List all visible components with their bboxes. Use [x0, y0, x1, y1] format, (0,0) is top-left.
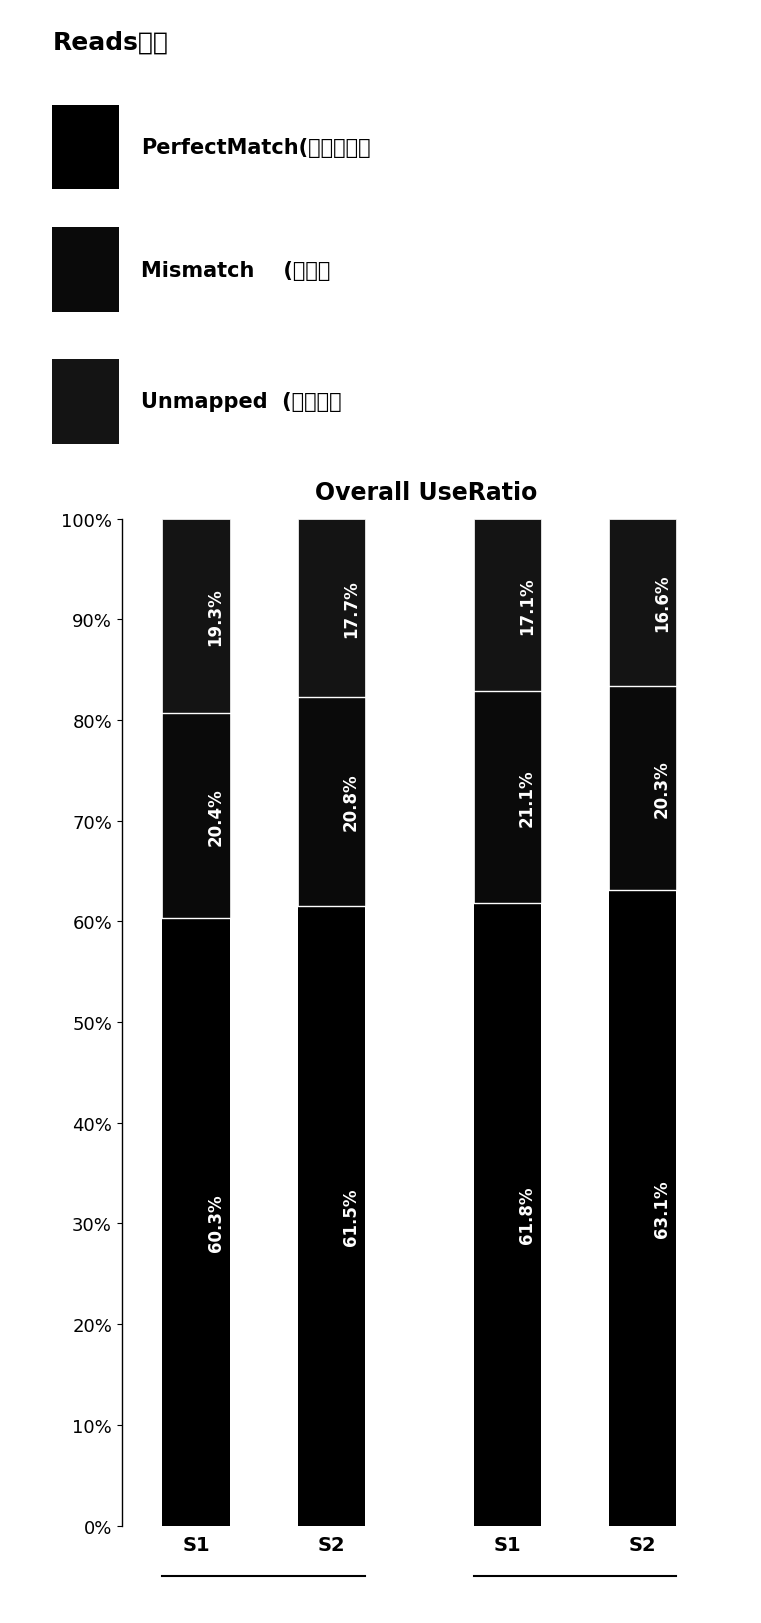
Text: 20.3%: 20.3%: [653, 760, 671, 818]
Bar: [609, 687, 677, 891]
Text: 61.5%: 61.5%: [342, 1188, 360, 1245]
Text: 20.4%: 20.4%: [206, 787, 224, 846]
Text: Reads类别: Reads类别: [53, 31, 168, 54]
Bar: [298, 519, 365, 698]
Text: 19.3%: 19.3%: [206, 588, 224, 646]
Bar: [53, 360, 119, 445]
Bar: [609, 891, 677, 1526]
Bar: [162, 714, 230, 919]
Bar: [53, 105, 119, 190]
Text: 17.7%: 17.7%: [342, 579, 360, 638]
Bar: [162, 519, 230, 714]
Text: 21.1%: 21.1%: [517, 769, 536, 826]
Bar: [298, 907, 365, 1526]
Bar: [298, 698, 365, 907]
Bar: [473, 904, 541, 1526]
Bar: [473, 519, 541, 691]
Bar: [53, 227, 119, 313]
Text: Unmapped  (未匹配）: Unmapped (未匹配）: [141, 393, 342, 412]
Text: Mismatch    (错配）: Mismatch (错配）: [141, 260, 330, 281]
Text: 16.6%: 16.6%: [653, 575, 671, 631]
Bar: [162, 919, 230, 1526]
Text: 61.8%: 61.8%: [517, 1186, 536, 1243]
Title: Overall UseRatio: Overall UseRatio: [315, 480, 537, 505]
Bar: [473, 691, 541, 904]
Text: 20.8%: 20.8%: [342, 773, 360, 831]
Text: 60.3%: 60.3%: [206, 1193, 224, 1251]
Text: 63.1%: 63.1%: [653, 1180, 671, 1237]
Text: 17.1%: 17.1%: [517, 576, 536, 635]
Text: PerfectMatch(完美匹配）: PerfectMatch(完美匹配）: [141, 138, 371, 157]
Bar: [609, 519, 677, 687]
